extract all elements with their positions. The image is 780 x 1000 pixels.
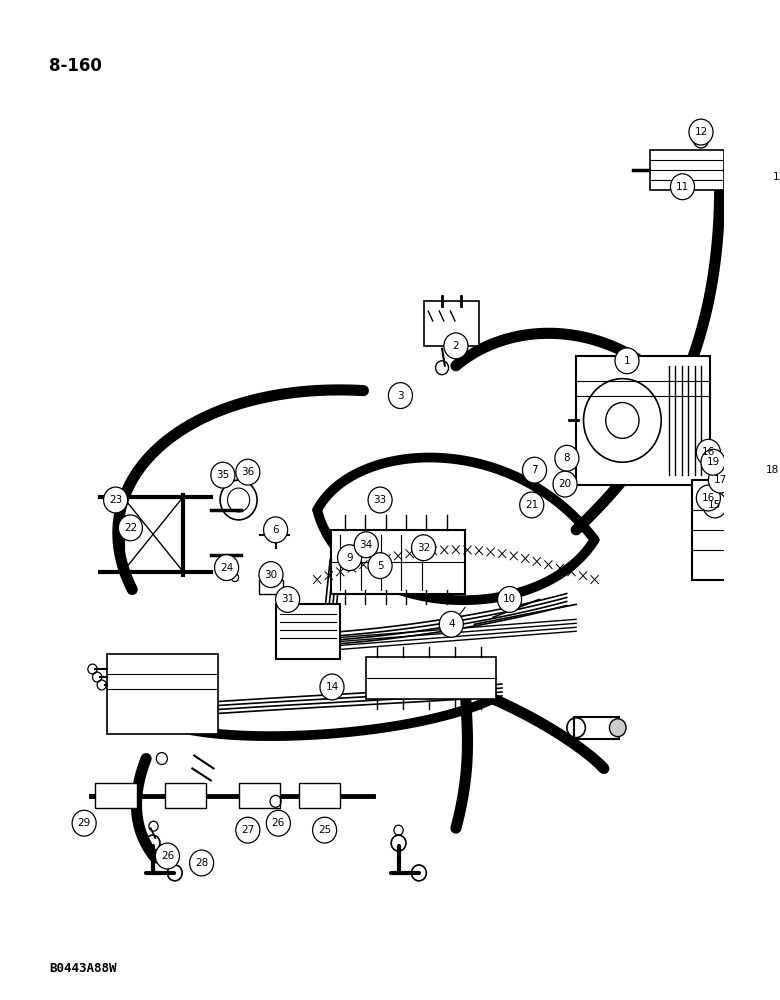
Text: 4: 4: [448, 619, 455, 629]
Circle shape: [368, 487, 392, 513]
Text: 19: 19: [707, 457, 720, 467]
Text: 27: 27: [241, 825, 254, 835]
FancyBboxPatch shape: [367, 657, 495, 699]
FancyBboxPatch shape: [108, 654, 218, 734]
Circle shape: [320, 674, 344, 700]
FancyBboxPatch shape: [576, 356, 711, 485]
Circle shape: [275, 587, 300, 612]
FancyBboxPatch shape: [424, 301, 479, 346]
Text: 32: 32: [417, 543, 431, 553]
Text: 36: 36: [241, 467, 254, 477]
Circle shape: [266, 810, 290, 836]
FancyBboxPatch shape: [574, 717, 619, 739]
Text: 1: 1: [624, 356, 630, 366]
Text: 2: 2: [452, 341, 459, 351]
FancyBboxPatch shape: [299, 783, 340, 808]
Text: 5: 5: [377, 561, 384, 571]
FancyBboxPatch shape: [275, 604, 340, 659]
Circle shape: [338, 545, 362, 571]
Text: 16: 16: [702, 447, 715, 457]
Circle shape: [609, 719, 626, 737]
Text: 10: 10: [503, 594, 516, 604]
Text: 9: 9: [346, 553, 353, 563]
Circle shape: [553, 471, 577, 497]
Text: 14: 14: [325, 682, 339, 692]
Text: 15: 15: [708, 500, 722, 510]
Circle shape: [439, 611, 463, 637]
Circle shape: [264, 517, 288, 543]
Text: 33: 33: [374, 495, 387, 505]
FancyBboxPatch shape: [692, 480, 738, 580]
Text: 25: 25: [318, 825, 331, 835]
Circle shape: [444, 333, 468, 359]
Text: 8-160: 8-160: [49, 57, 102, 75]
Circle shape: [523, 457, 547, 483]
Text: 34: 34: [360, 540, 373, 550]
Text: 35: 35: [216, 470, 229, 480]
Circle shape: [388, 383, 413, 409]
Text: 7: 7: [531, 465, 538, 475]
Text: B0443A88W: B0443A88W: [49, 962, 116, 975]
Text: 22: 22: [124, 523, 137, 533]
Circle shape: [697, 439, 721, 465]
Circle shape: [215, 555, 239, 581]
Circle shape: [708, 467, 732, 493]
Circle shape: [412, 535, 435, 561]
Text: 31: 31: [281, 594, 294, 604]
Circle shape: [697, 485, 721, 511]
Circle shape: [354, 532, 378, 558]
FancyBboxPatch shape: [259, 580, 283, 594]
Text: 23: 23: [109, 495, 122, 505]
Circle shape: [498, 587, 522, 612]
Circle shape: [259, 562, 283, 588]
Text: 20: 20: [558, 479, 572, 489]
Text: 16: 16: [702, 493, 715, 503]
Circle shape: [72, 810, 96, 836]
Circle shape: [768, 164, 780, 190]
Text: 24: 24: [220, 563, 233, 573]
Circle shape: [615, 348, 639, 374]
Text: 28: 28: [195, 858, 208, 868]
Circle shape: [104, 487, 128, 513]
Circle shape: [519, 492, 544, 518]
Circle shape: [368, 553, 392, 579]
Text: 29: 29: [77, 818, 90, 828]
Text: 26: 26: [161, 851, 174, 861]
Text: 11: 11: [675, 182, 689, 192]
Text: 13: 13: [773, 172, 780, 182]
Circle shape: [236, 817, 260, 843]
Circle shape: [555, 445, 579, 471]
FancyBboxPatch shape: [165, 783, 206, 808]
Text: 12: 12: [694, 127, 707, 137]
Circle shape: [190, 850, 214, 876]
Text: 8: 8: [564, 453, 570, 463]
FancyBboxPatch shape: [331, 530, 465, 594]
Circle shape: [119, 515, 143, 541]
Circle shape: [703, 492, 727, 518]
Circle shape: [671, 174, 694, 200]
Circle shape: [236, 459, 260, 485]
Circle shape: [701, 449, 725, 475]
Text: 26: 26: [271, 818, 285, 828]
Text: 18: 18: [765, 465, 778, 475]
Text: 17: 17: [714, 475, 727, 485]
Text: 30: 30: [264, 570, 278, 580]
Circle shape: [760, 457, 780, 483]
Circle shape: [738, 165, 747, 175]
Text: 3: 3: [397, 391, 404, 401]
FancyBboxPatch shape: [650, 150, 724, 190]
Text: 21: 21: [525, 500, 538, 510]
FancyBboxPatch shape: [239, 783, 280, 808]
Circle shape: [155, 843, 179, 869]
Circle shape: [689, 119, 713, 145]
FancyBboxPatch shape: [95, 783, 136, 808]
Text: 6: 6: [272, 525, 279, 535]
Circle shape: [313, 817, 337, 843]
Circle shape: [211, 462, 235, 488]
